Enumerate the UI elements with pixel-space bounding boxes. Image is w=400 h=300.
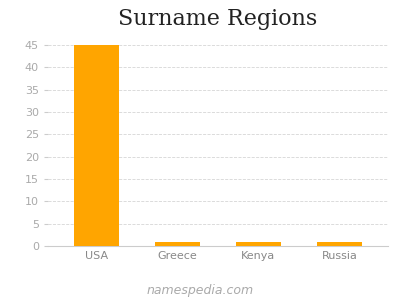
Text: namespedia.com: namespedia.com xyxy=(146,284,254,297)
Bar xyxy=(74,45,119,246)
Bar xyxy=(155,242,200,246)
Title: Surname Regions: Surname Regions xyxy=(118,8,318,30)
Bar xyxy=(317,242,362,246)
Bar xyxy=(236,242,281,246)
